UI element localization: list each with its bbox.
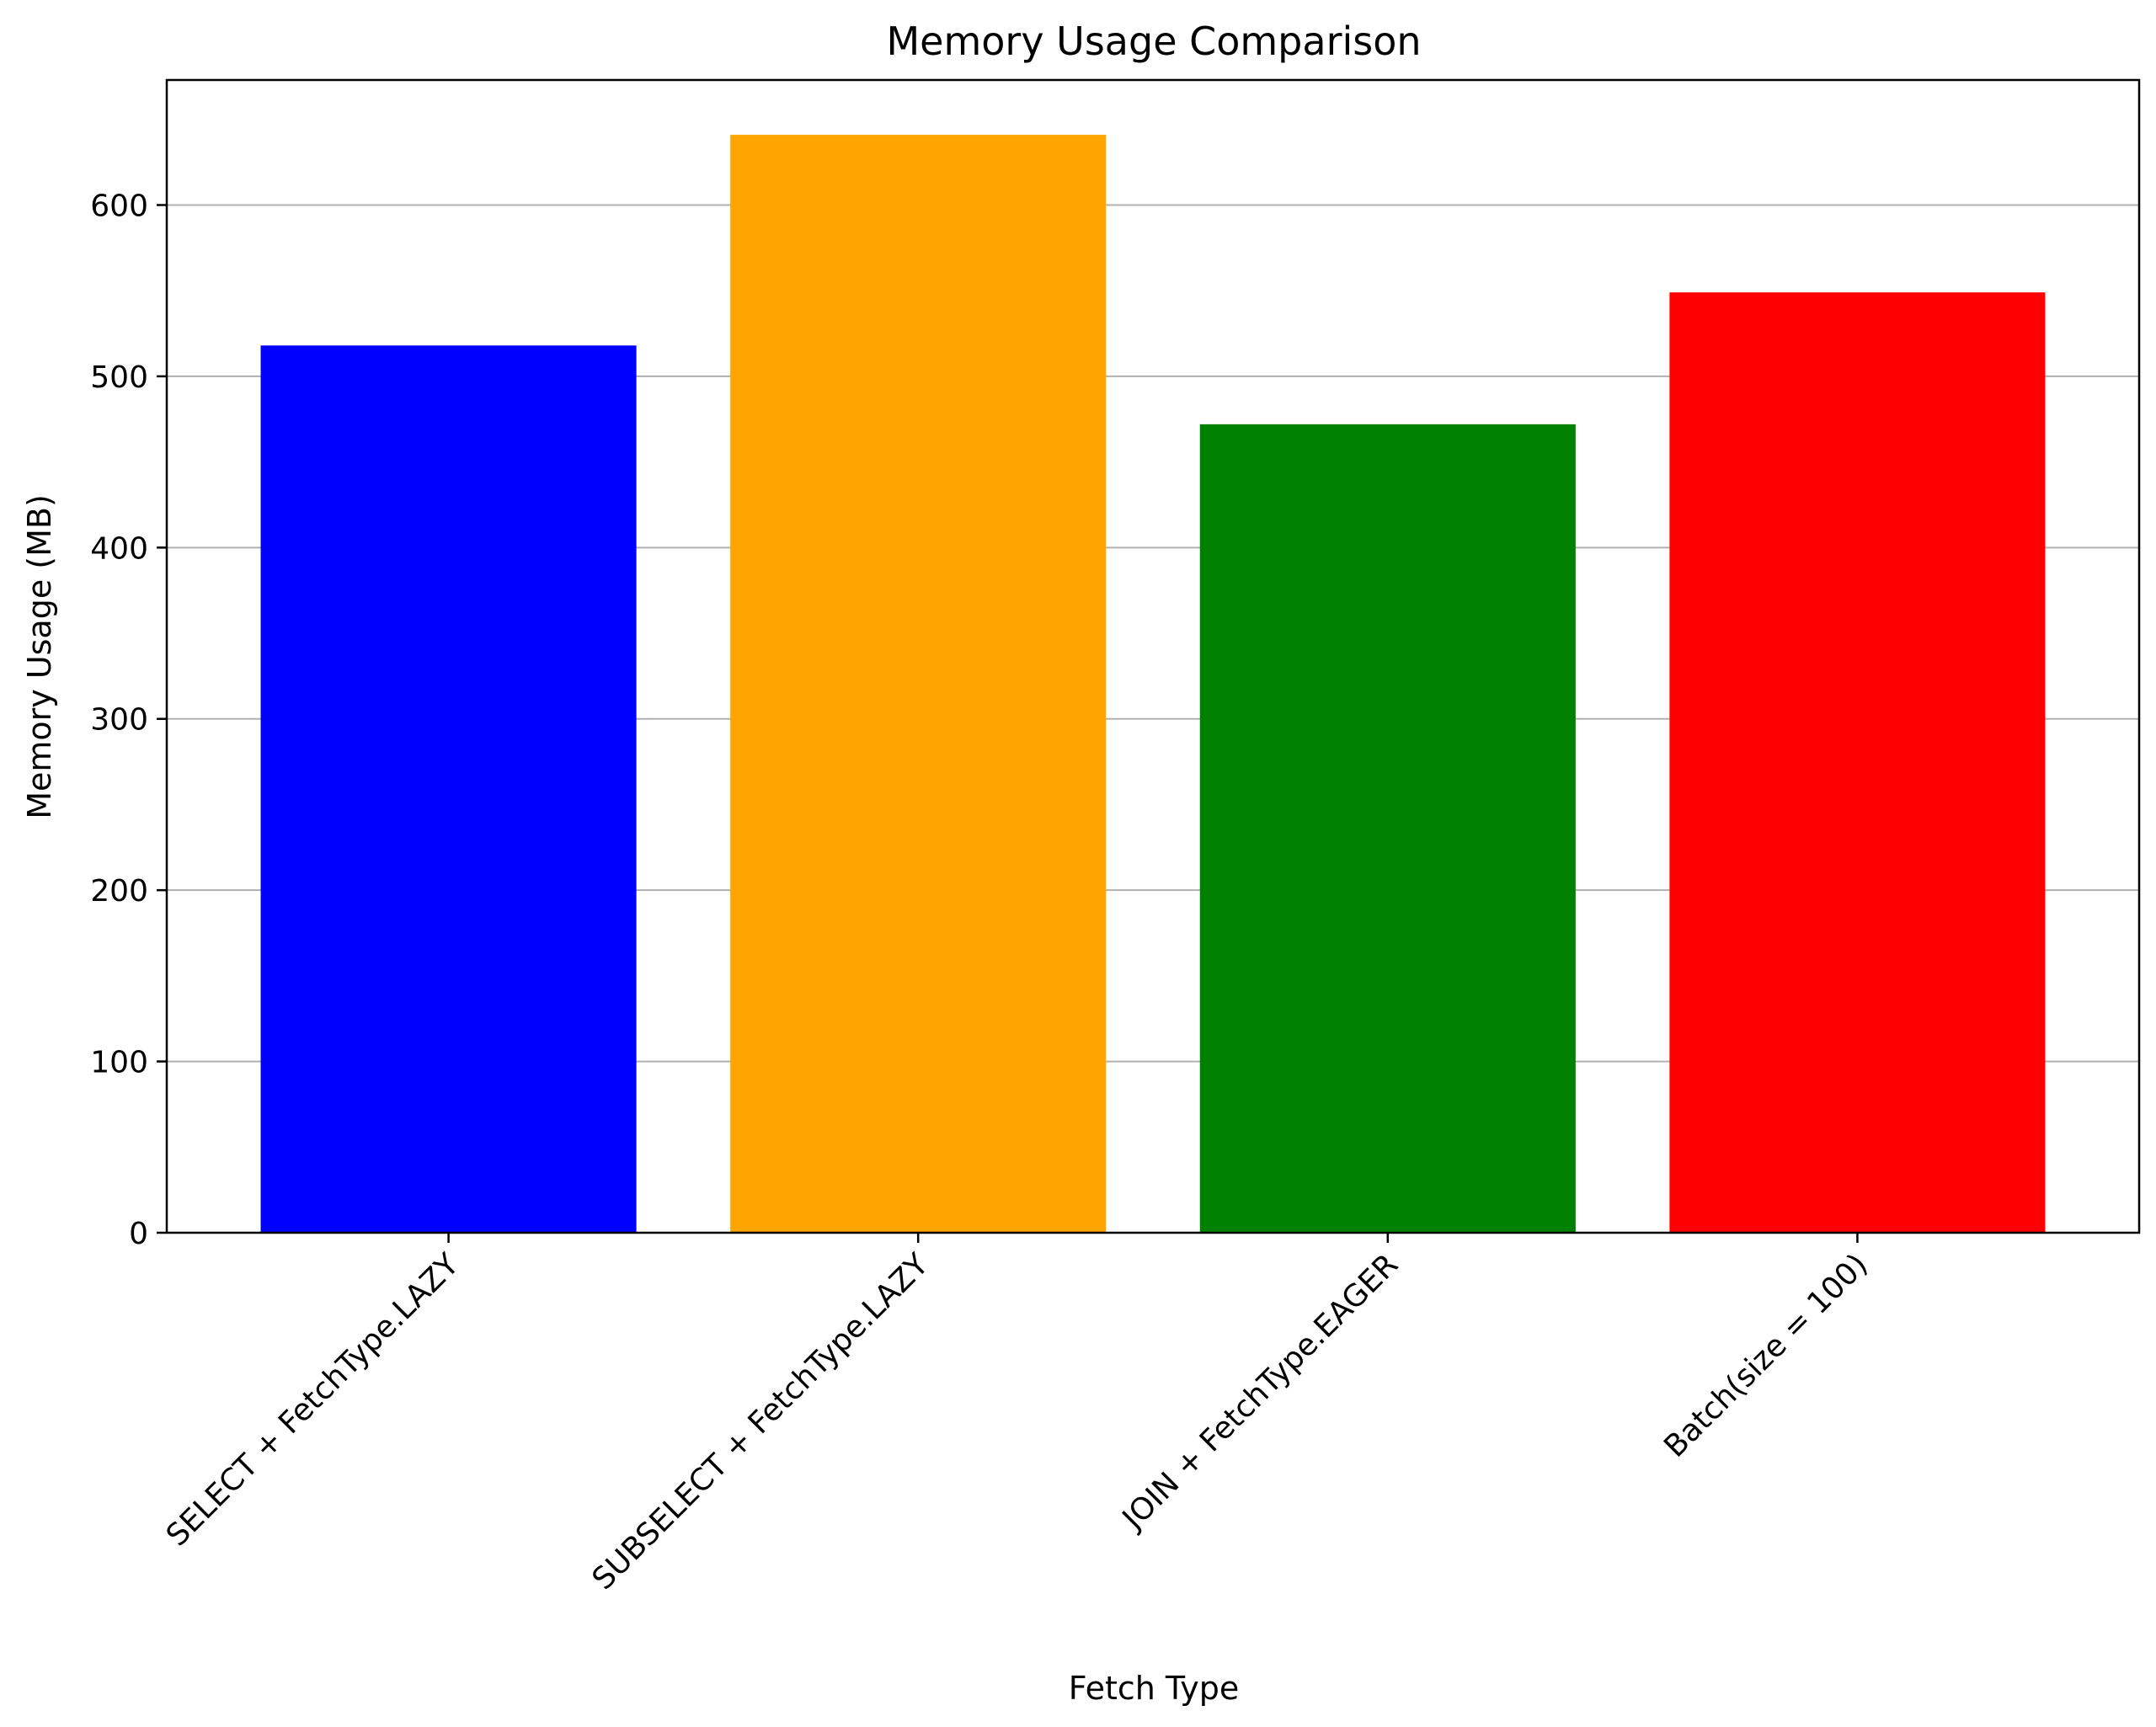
y-tick-label: 500 xyxy=(90,360,148,395)
x-axis-ticks: SELECT + FetchType.LAZY SUBSELECT + Fetch… xyxy=(160,1233,1875,1596)
chart-title: Memory Usage Comparison xyxy=(886,19,1421,64)
y-axis-ticks: 0 100 200 300 400 500 600 xyxy=(90,189,167,1251)
x-axis-label: Fetch Type xyxy=(1069,1670,1239,1707)
bar xyxy=(1199,424,1576,1233)
bar xyxy=(260,345,637,1234)
y-tick-label: 100 xyxy=(90,1046,148,1080)
x-tick-label: SELECT + FetchType.LAZY xyxy=(160,1247,467,1554)
y-tick-label: 400 xyxy=(90,531,148,566)
y-tick-label: 600 xyxy=(90,189,148,223)
x-tick-label: JOIN + FetchType.EAGER xyxy=(1115,1247,1405,1537)
y-tick-label: 300 xyxy=(90,703,148,738)
x-tick-label: SUBSELECT + FetchType.LAZY xyxy=(586,1247,937,1597)
y-axis-label: Memory Usage (MB) xyxy=(21,494,58,819)
y-tick-label: 0 xyxy=(129,1217,148,1251)
bars xyxy=(260,135,2046,1234)
y-tick-label: 200 xyxy=(90,874,148,909)
bar xyxy=(730,135,1107,1233)
x-tick-label: Batch(size = 100) xyxy=(1657,1247,1874,1463)
plot-frame xyxy=(165,78,2141,1234)
bar xyxy=(1669,292,2046,1233)
